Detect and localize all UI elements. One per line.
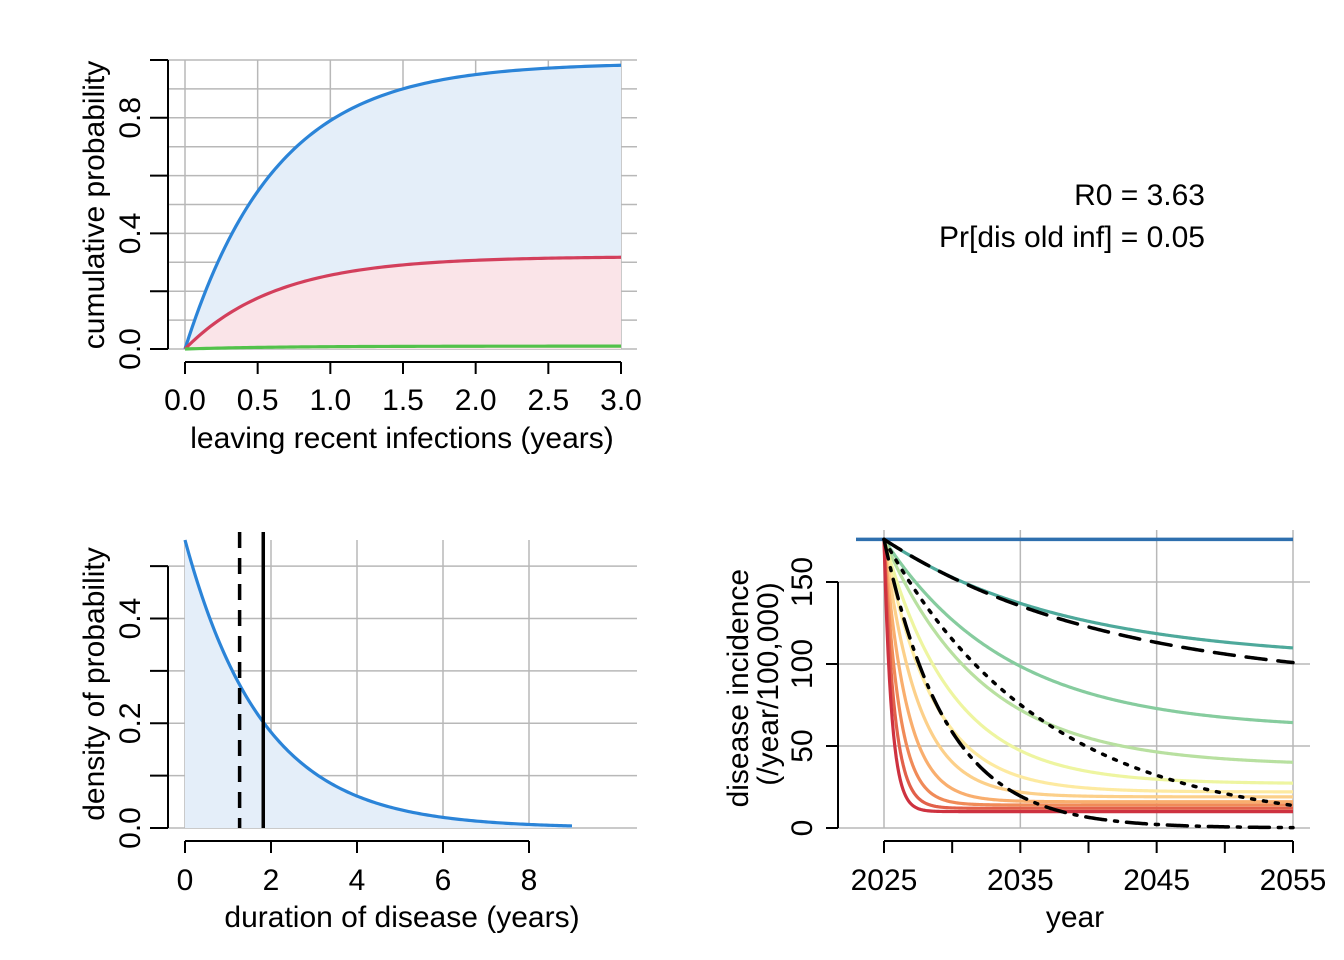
panel-disease-incidence: 2025 2035 2045 2055 0 50 100 150 year disease i…	[722, 530, 1326, 934]
x-tick-label: 1.0	[309, 384, 351, 417]
x-tick-label: 2045	[1123, 864, 1190, 897]
scenario-line-2	[882, 538, 1294, 725]
x-tick-label: 0.0	[164, 384, 206, 417]
y-axis-label-line-1: disease incidence	[722, 569, 755, 808]
panel-disease-duration-density: 0 2 4 6 8 0.0 0.2 0.4 duration of disease (year…	[78, 532, 637, 934]
dashdot-reference-line	[882, 537, 1295, 830]
x-tick-label: 0.5	[237, 384, 279, 417]
x-tick-label: 0	[177, 864, 194, 897]
scenario-line-5	[882, 539, 1293, 794]
x-tick-label: 1.5	[382, 384, 424, 417]
x-tick-label: 2.0	[455, 384, 497, 417]
y-tick-label: 0.4	[114, 598, 147, 640]
x-tick-label: 2055	[1260, 864, 1327, 897]
scenario-line-8	[882, 539, 1293, 807]
x-tick-label: 8	[521, 864, 538, 897]
scenario-line-9	[882, 539, 1293, 810]
series-2-line	[183, 255, 622, 351]
y-axis-label: cumulative probability	[78, 61, 111, 349]
x-tick-label: 2.5	[527, 384, 569, 417]
scenario-line-3	[882, 538, 1294, 764]
r0-text: R0 = 3.63	[1074, 179, 1205, 212]
y-tick-label: 0.2	[114, 702, 147, 744]
scenario-line-10	[882, 539, 1293, 814]
density-line	[183, 539, 573, 828]
panel-summary-text: R0 = 3.63 Pr[dis old inf] = 0.05	[939, 179, 1205, 254]
y-tick-label: 0.0	[114, 807, 147, 849]
prob-old-infection-text: Pr[dis old inf] = 0.05	[939, 221, 1205, 254]
x-tick-label: 3.0	[600, 384, 642, 417]
x-tick-label: 2025	[851, 864, 918, 897]
y-tick-label: 50	[786, 729, 819, 762]
x-axis-label: year	[1046, 901, 1104, 934]
y-axis-label: density of probability	[78, 547, 111, 821]
x-tick-label: 2035	[987, 864, 1054, 897]
scenario-line-6	[882, 539, 1293, 799]
y-axis-label-line-2: (/year/100,000)	[752, 582, 785, 785]
y-tick-label: 0.0	[114, 328, 147, 370]
x-axis-label: duration of disease (years)	[224, 901, 579, 934]
x-tick-label: 4	[349, 864, 366, 897]
x-tick-label: 6	[435, 864, 452, 897]
series-3-line	[184, 344, 621, 351]
series-2-area	[185, 257, 621, 349]
y-axis-label: disease incidence (/year/100,000)	[722, 561, 785, 808]
scenario-line-7	[882, 539, 1293, 804]
x-axis-label: leaving recent infections (years)	[190, 422, 614, 455]
density-area	[185, 540, 572, 828]
dotted-reference-line	[882, 537, 1295, 808]
y-tick-label: 0	[786, 820, 819, 837]
scenario-line-4	[882, 538, 1294, 785]
dashed-reference-line	[882, 537, 1295, 665]
panel-cumulative-probability: 0.0 0.5 1.0 1.5 2.0 2.5 3.0 0.0 0.4 0.8 leaving r…	[78, 59, 642, 455]
series-1-line	[183, 63, 622, 350]
y-tick-label: 150	[786, 557, 819, 607]
y-tick-label: 0.4	[114, 213, 147, 255]
y-tick-label: 0.8	[114, 97, 147, 139]
x-tick-label: 2	[263, 864, 280, 897]
y-tick-label: 100	[786, 639, 819, 689]
